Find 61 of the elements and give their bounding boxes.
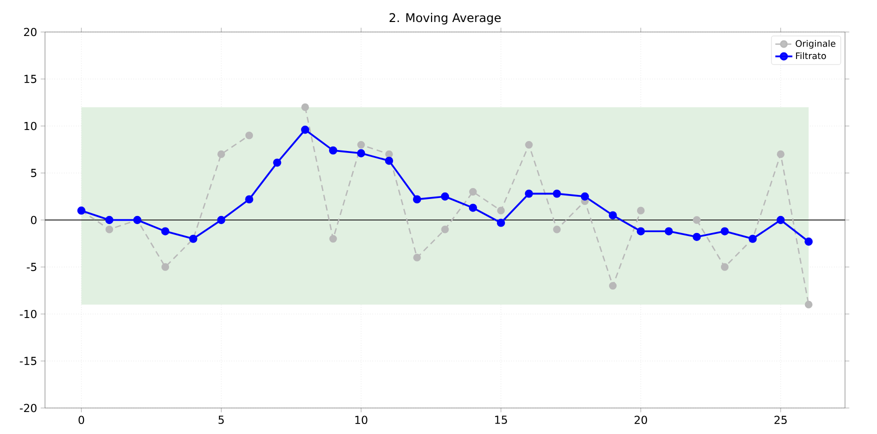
y-tick-label: 20 xyxy=(24,28,36,36)
point xyxy=(440,192,450,201)
point xyxy=(468,204,478,212)
point xyxy=(357,149,366,158)
point xyxy=(161,263,170,271)
y-tick-label: -5 xyxy=(26,262,36,272)
chart-title: 2. Moving Average xyxy=(390,12,501,24)
point xyxy=(664,227,673,236)
point xyxy=(413,254,421,262)
x-tick-label: 10 xyxy=(355,416,368,424)
point xyxy=(357,140,365,149)
point xyxy=(384,156,394,165)
y-tick-label: 10 xyxy=(24,122,36,130)
x-tick-label: 0 xyxy=(78,416,84,424)
point xyxy=(245,132,254,140)
point xyxy=(804,238,813,246)
point xyxy=(692,232,701,242)
point xyxy=(776,150,785,158)
point xyxy=(329,234,337,243)
point xyxy=(692,216,701,224)
point xyxy=(525,140,533,149)
point xyxy=(496,218,506,227)
y-tick-label: 0 xyxy=(30,216,36,224)
point xyxy=(469,188,477,196)
y-tick-label: 5 xyxy=(31,168,36,178)
point xyxy=(106,226,114,234)
legend-label: Originale xyxy=(796,40,836,49)
y-tick-label: 15 xyxy=(24,74,36,84)
x-tick-label: 25 xyxy=(774,416,787,424)
point xyxy=(329,146,338,155)
point xyxy=(608,211,617,220)
legend-label: Filtrato xyxy=(796,52,826,60)
point xyxy=(245,195,254,204)
point xyxy=(217,150,226,158)
point xyxy=(776,216,785,224)
point xyxy=(105,216,114,224)
point xyxy=(441,226,449,234)
point xyxy=(301,126,310,134)
point xyxy=(720,263,729,271)
y-tick-label: -10 xyxy=(20,310,36,318)
x-tick-label: 5 xyxy=(218,416,224,424)
point xyxy=(636,206,645,214)
point xyxy=(580,192,589,201)
point xyxy=(804,300,812,308)
point xyxy=(301,103,309,112)
point xyxy=(524,190,534,198)
point xyxy=(552,190,561,198)
point xyxy=(497,206,505,214)
point xyxy=(412,195,422,204)
y-tick-label: -15 xyxy=(20,356,36,366)
point xyxy=(273,158,282,167)
point xyxy=(720,227,729,236)
point xyxy=(161,227,170,236)
x-tick-label: 20 xyxy=(634,416,648,424)
point xyxy=(553,226,561,234)
point xyxy=(636,227,645,236)
y-tick-label: -20 xyxy=(20,404,36,412)
x-tick-label: 15 xyxy=(495,416,507,424)
point xyxy=(385,150,393,158)
point xyxy=(217,216,226,224)
point xyxy=(609,282,617,290)
